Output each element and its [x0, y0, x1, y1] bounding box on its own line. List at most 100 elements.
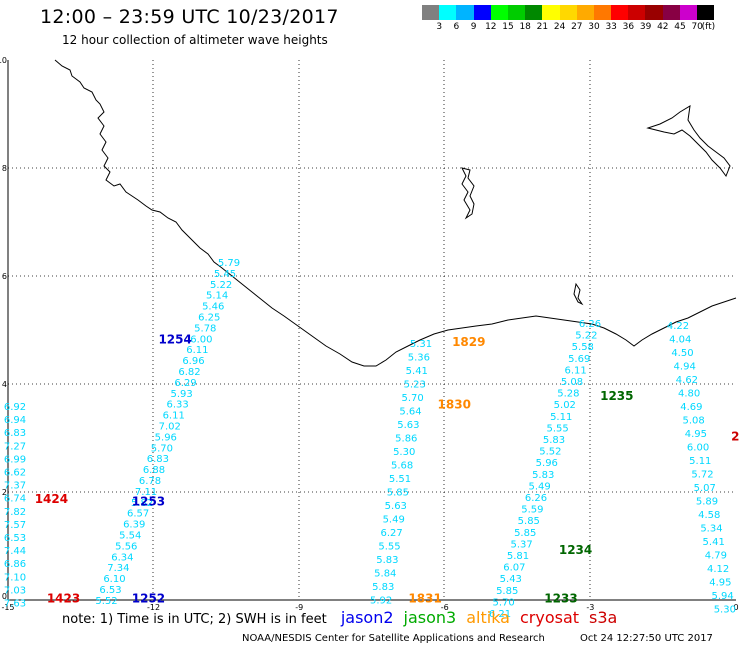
- swh-value: 4.62: [676, 375, 698, 386]
- color-swatch: [507, 5, 526, 20]
- swh-value: 5.41: [406, 366, 428, 377]
- pass-time-label: 1423: [47, 592, 80, 606]
- pass-time-label: 1252: [132, 592, 165, 606]
- swh-value: 6.88: [143, 465, 165, 476]
- mission-legend: jason2 jason3 altika cryosat s3a: [331, 608, 618, 627]
- swh-value: 5.55: [546, 423, 568, 434]
- bay-outline: [646, 105, 731, 178]
- swh-value: 5.22: [210, 280, 232, 291]
- swh-value: 5.46: [202, 302, 224, 313]
- swh-value: 4.69: [680, 402, 702, 413]
- note-text: note: 1) Time is in UTC; 2) SWH is in fe…: [62, 612, 327, 627]
- swh-value: 6.74: [4, 494, 26, 505]
- x-tick-label: 0: [733, 603, 738, 612]
- swh-value: 5.83: [543, 435, 565, 446]
- swh-value: 5.22: [575, 331, 597, 342]
- swh-value: 7.34: [107, 563, 129, 574]
- x-tick-label: -3: [586, 603, 594, 612]
- color-scale-label: 9: [470, 22, 477, 32]
- swh-value: 7.44: [4, 546, 26, 557]
- swh-value: 4.94: [674, 362, 696, 373]
- swh-value: 7.82: [4, 507, 26, 518]
- color-scale-bar: [422, 5, 715, 20]
- swh-value: 5.70: [492, 597, 514, 608]
- color-swatch: [662, 5, 680, 20]
- swh-value: 5.83: [376, 555, 398, 566]
- swh-value: 5.85: [496, 586, 518, 597]
- pass-time-label: 1254: [158, 333, 191, 347]
- pass-time-label: 1424: [35, 492, 68, 506]
- color-swatch: [422, 5, 440, 20]
- swh-value: 5.58: [572, 342, 594, 353]
- swh-value: 6.82: [178, 367, 200, 378]
- swh-value: 5.49: [528, 481, 550, 492]
- swh-value: 7.11: [135, 487, 157, 498]
- swh-value: 5.08: [682, 416, 704, 427]
- pass-time-label: 1233: [544, 592, 577, 606]
- swh-value: 5.36: [408, 353, 430, 364]
- color-scale-label: 15: [502, 22, 514, 32]
- x-tick-label: -9: [295, 603, 303, 612]
- swh-value: 6.07: [503, 563, 525, 574]
- color-swatch: [525, 5, 543, 20]
- swh-value: 5.96: [536, 458, 558, 469]
- swh-value: 7.57: [4, 520, 26, 531]
- swh-value: 6.86: [4, 559, 26, 570]
- pass-time-label: 21: [731, 430, 740, 444]
- swh-value: 4.22: [667, 321, 689, 332]
- color-scale-label: 24: [553, 22, 566, 32]
- swh-value: 5.63: [385, 501, 407, 512]
- color-scale-label: 18: [519, 22, 531, 32]
- swh-value: 4.04: [669, 335, 691, 346]
- color-scale-label: (ft): [701, 22, 716, 32]
- y-tick-label: 10: [0, 56, 7, 65]
- swh-value: 5.28: [557, 389, 579, 400]
- swh-value: 6.53: [99, 585, 121, 596]
- color-scale-label: 39: [639, 22, 652, 32]
- color-swatch: [439, 5, 457, 20]
- color-swatch: [611, 5, 629, 20]
- color-swatch: [559, 5, 577, 20]
- swh-value: 4.95: [709, 578, 731, 589]
- swh-value: 5.86: [395, 434, 417, 445]
- swh-value: 4.80: [678, 389, 700, 400]
- swh-value: 5.79: [218, 258, 240, 269]
- swh-value: 6.39: [123, 520, 145, 531]
- swh-value: 5.93: [170, 389, 192, 400]
- swh-value: 7.37: [4, 481, 26, 492]
- y-tick-label: 4: [2, 380, 7, 389]
- mission-altika: altika: [466, 608, 510, 627]
- swh-value: 5.30: [393, 447, 415, 458]
- swh-value: 6.26: [579, 319, 601, 330]
- swh-value: 5.31: [410, 339, 432, 350]
- x-tick-label: -15: [1, 603, 14, 612]
- color-scale-label: 70: [691, 22, 703, 32]
- swh-value: 7.63: [4, 599, 26, 610]
- color-swatch: [456, 5, 474, 20]
- swh-value: 5.70: [401, 393, 423, 404]
- swh-value: 5.59: [521, 505, 543, 516]
- swh-value: 5.96: [155, 432, 177, 443]
- swh-value: 5.84: [374, 569, 396, 580]
- swh-value: 5.69: [568, 354, 590, 365]
- page-title: 12:00 – 23:59 UTC 10/23/2017: [40, 6, 339, 28]
- island-outline: [573, 282, 584, 306]
- swh-value: 5.83: [532, 470, 554, 481]
- color-scale-label: 3: [436, 22, 443, 32]
- pass-time-label: 1235: [600, 389, 633, 403]
- swh-value: 6.94: [4, 415, 26, 426]
- color-swatch: [593, 5, 612, 20]
- color-swatch: [576, 5, 594, 20]
- swh-value: 4.79: [705, 551, 727, 562]
- y-tick-label: 0: [2, 592, 7, 601]
- pass-time-label: 1831: [408, 592, 441, 606]
- swh-value: 6.62: [4, 468, 26, 479]
- color-swatch: [679, 5, 697, 20]
- swh-value: 7.27: [4, 441, 26, 452]
- swh-value: 6.83: [147, 454, 169, 465]
- swh-value: 6.21: [489, 609, 511, 620]
- swh-value: 4.12: [707, 564, 729, 575]
- swh-value: 5.89: [696, 497, 718, 508]
- swh-value: 5.11: [689, 456, 711, 467]
